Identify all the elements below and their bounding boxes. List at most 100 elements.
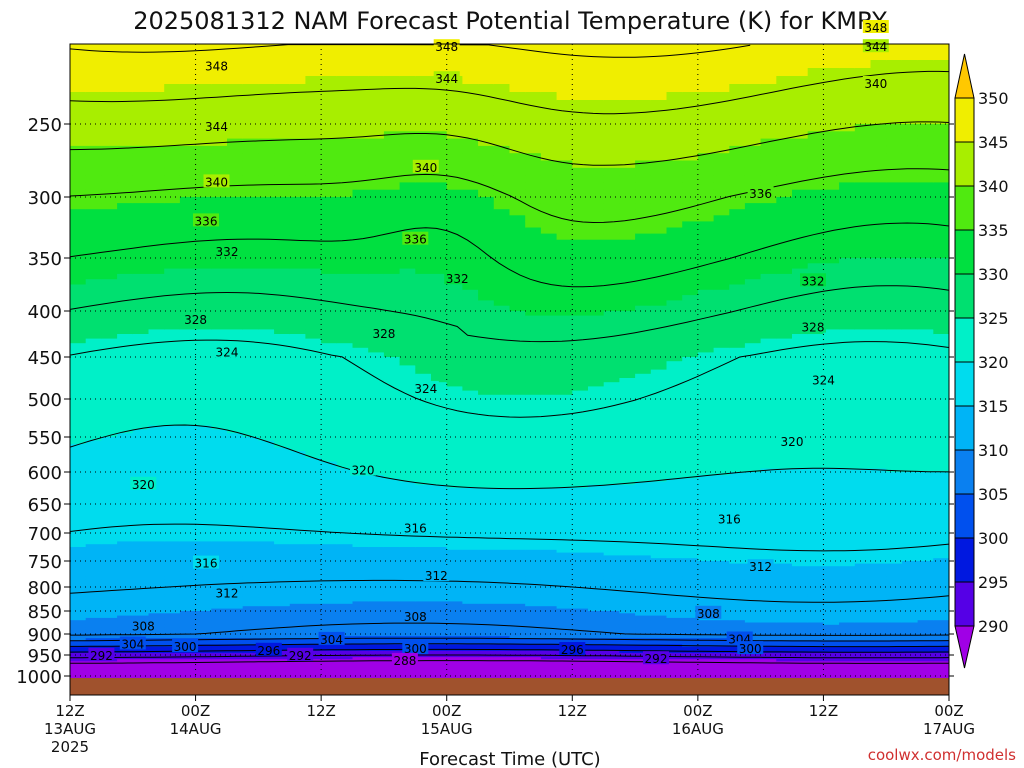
fill-cell — [383, 581, 401, 585]
fill-cell — [274, 406, 291, 411]
fill-cell — [462, 629, 479, 633]
fill-cell — [70, 394, 87, 400]
fill-cell — [540, 631, 558, 635]
fill-cell — [132, 488, 150, 492]
fill-cell — [258, 606, 275, 610]
fill-cell — [101, 574, 118, 578]
fill-cell — [148, 444, 165, 449]
fill-cell — [148, 279, 165, 286]
fill-cell — [164, 245, 181, 253]
fill-cell — [446, 138, 463, 147]
fill-cell — [195, 644, 212, 648]
fill-cell — [117, 601, 134, 605]
fill-cell — [525, 549, 542, 554]
fill-cell — [305, 402, 322, 408]
fill-cell — [399, 209, 416, 216]
fill-cell — [321, 305, 338, 312]
fill-cell — [383, 425, 401, 430]
fill-cell — [368, 458, 385, 463]
fill-cell — [478, 425, 495, 430]
fill-cell — [211, 300, 228, 307]
fill-cell — [117, 357, 134, 362]
fill-cell — [321, 521, 338, 525]
fill-cell — [117, 547, 134, 551]
fill-cell — [446, 131, 463, 140]
fill-cell — [274, 563, 291, 567]
fill-cell — [117, 369, 134, 375]
fill-cell — [540, 676, 558, 679]
fill-cell — [289, 369, 307, 375]
fill-cell — [70, 84, 87, 93]
fill-cell — [289, 608, 307, 612]
fill-cell — [462, 634, 479, 637]
fill-cell — [258, 251, 275, 259]
fill-cell — [462, 646, 479, 650]
fill-cell — [321, 167, 338, 176]
fill-cell — [132, 406, 150, 411]
fill-cell — [148, 640, 165, 643]
fill-cell — [289, 673, 307, 677]
fill-cell — [195, 378, 212, 383]
fill-cell — [211, 284, 228, 291]
fill-cell — [368, 273, 385, 280]
fill-cell — [258, 382, 275, 387]
fill-cell — [368, 475, 385, 479]
fill-cell — [85, 521, 102, 525]
fill-cell — [305, 52, 322, 61]
fill-cell — [258, 561, 275, 565]
fill-cell — [70, 552, 87, 556]
fill-cell — [321, 124, 338, 132]
fill-cell — [399, 667, 416, 671]
fill-cell — [289, 497, 307, 502]
fill-cell — [195, 478, 212, 483]
fill-cell — [478, 451, 495, 456]
fill-cell — [352, 644, 369, 648]
fill-cell — [493, 258, 511, 264]
fill-cell — [462, 124, 479, 132]
fill-cell — [525, 52, 542, 61]
fill-cell — [305, 627, 322, 630]
fill-cell — [478, 491, 495, 495]
fill-cell — [305, 458, 322, 463]
fill-cell — [164, 667, 181, 671]
fill-cell — [117, 458, 134, 463]
fill-cell — [540, 650, 558, 654]
fill-cell — [462, 589, 479, 593]
fill-cell — [478, 394, 495, 400]
fill-cell — [399, 437, 416, 442]
fill-cell — [242, 373, 259, 379]
fill-cell — [289, 209, 307, 216]
fill-cell — [101, 673, 118, 677]
fill-cell — [431, 209, 448, 216]
fill-cell — [336, 603, 354, 607]
fill-cell — [431, 631, 448, 635]
fill-cell — [478, 320, 495, 326]
fill-cell — [540, 334, 558, 340]
fill-cell — [85, 365, 102, 371]
fill-cell — [478, 566, 495, 570]
fill-cell — [321, 673, 338, 677]
fill-cell — [305, 574, 322, 578]
fill-cell — [274, 530, 291, 534]
fill-cell — [148, 324, 165, 330]
fill-cell — [132, 300, 150, 307]
fill-cell — [70, 547, 87, 551]
fill-cell — [525, 599, 542, 602]
fill-cell — [148, 414, 165, 419]
fill-cell — [321, 627, 338, 630]
fill-cell — [321, 624, 338, 628]
fill-cell — [368, 576, 385, 580]
fill-cell — [305, 451, 322, 456]
fill-cell — [195, 461, 212, 466]
fill-cell — [368, 369, 385, 375]
fill-cell — [431, 410, 448, 415]
fill-cell — [179, 650, 197, 654]
fill-cell — [352, 524, 369, 528]
fill-cell — [258, 544, 275, 548]
fill-cell — [85, 343, 102, 349]
fill-cell — [148, 245, 165, 253]
fill-cell — [101, 203, 118, 210]
fill-cell — [368, 100, 385, 109]
fill-cell — [148, 338, 165, 344]
fill-cell — [132, 601, 150, 605]
